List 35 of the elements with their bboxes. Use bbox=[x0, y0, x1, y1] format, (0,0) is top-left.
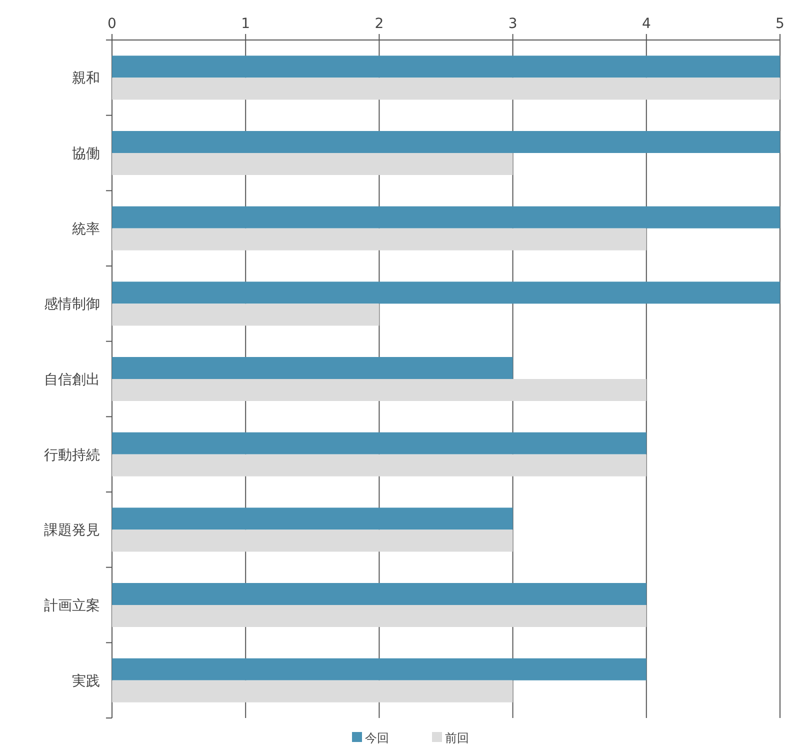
bar bbox=[112, 56, 780, 78]
bar bbox=[112, 605, 646, 627]
y-tick-label: 実践 bbox=[72, 673, 100, 690]
bar bbox=[112, 206, 780, 228]
bar bbox=[112, 228, 646, 250]
y-tick-label: 感情制御 bbox=[44, 296, 100, 313]
y-tick-label: 行動持続 bbox=[44, 447, 100, 464]
bar bbox=[112, 357, 513, 379]
bar bbox=[112, 680, 513, 702]
y-tick-label: 親和 bbox=[72, 70, 100, 87]
x-tick-label: 1 bbox=[241, 16, 250, 32]
y-tick-label: 計画立案 bbox=[44, 597, 100, 614]
bar bbox=[112, 153, 513, 175]
bar bbox=[112, 304, 380, 326]
legend-label: 今回 bbox=[365, 731, 389, 745]
x-tick-label: 0 bbox=[108, 16, 116, 32]
bar bbox=[112, 583, 646, 605]
x-tick-label: 2 bbox=[374, 16, 384, 32]
x-tick-label: 5 bbox=[776, 16, 784, 32]
bar bbox=[112, 282, 780, 304]
bar bbox=[112, 454, 646, 476]
y-tick-label: 協働 bbox=[72, 146, 100, 162]
x-tick-label: 4 bbox=[642, 16, 651, 32]
x-tick-label: 3 bbox=[508, 16, 518, 32]
bar bbox=[112, 131, 780, 153]
bar bbox=[112, 78, 780, 100]
bar bbox=[112, 530, 513, 552]
legend-label: 前回 bbox=[445, 731, 469, 745]
bar bbox=[112, 379, 646, 401]
bar bbox=[112, 508, 513, 530]
bar bbox=[112, 658, 646, 680]
y-tick-label: 課題発見 bbox=[44, 522, 100, 539]
y-tick-label: 統率 bbox=[72, 221, 100, 238]
y-tick-label: 自信創出 bbox=[44, 372, 100, 388]
bar bbox=[112, 432, 646, 454]
